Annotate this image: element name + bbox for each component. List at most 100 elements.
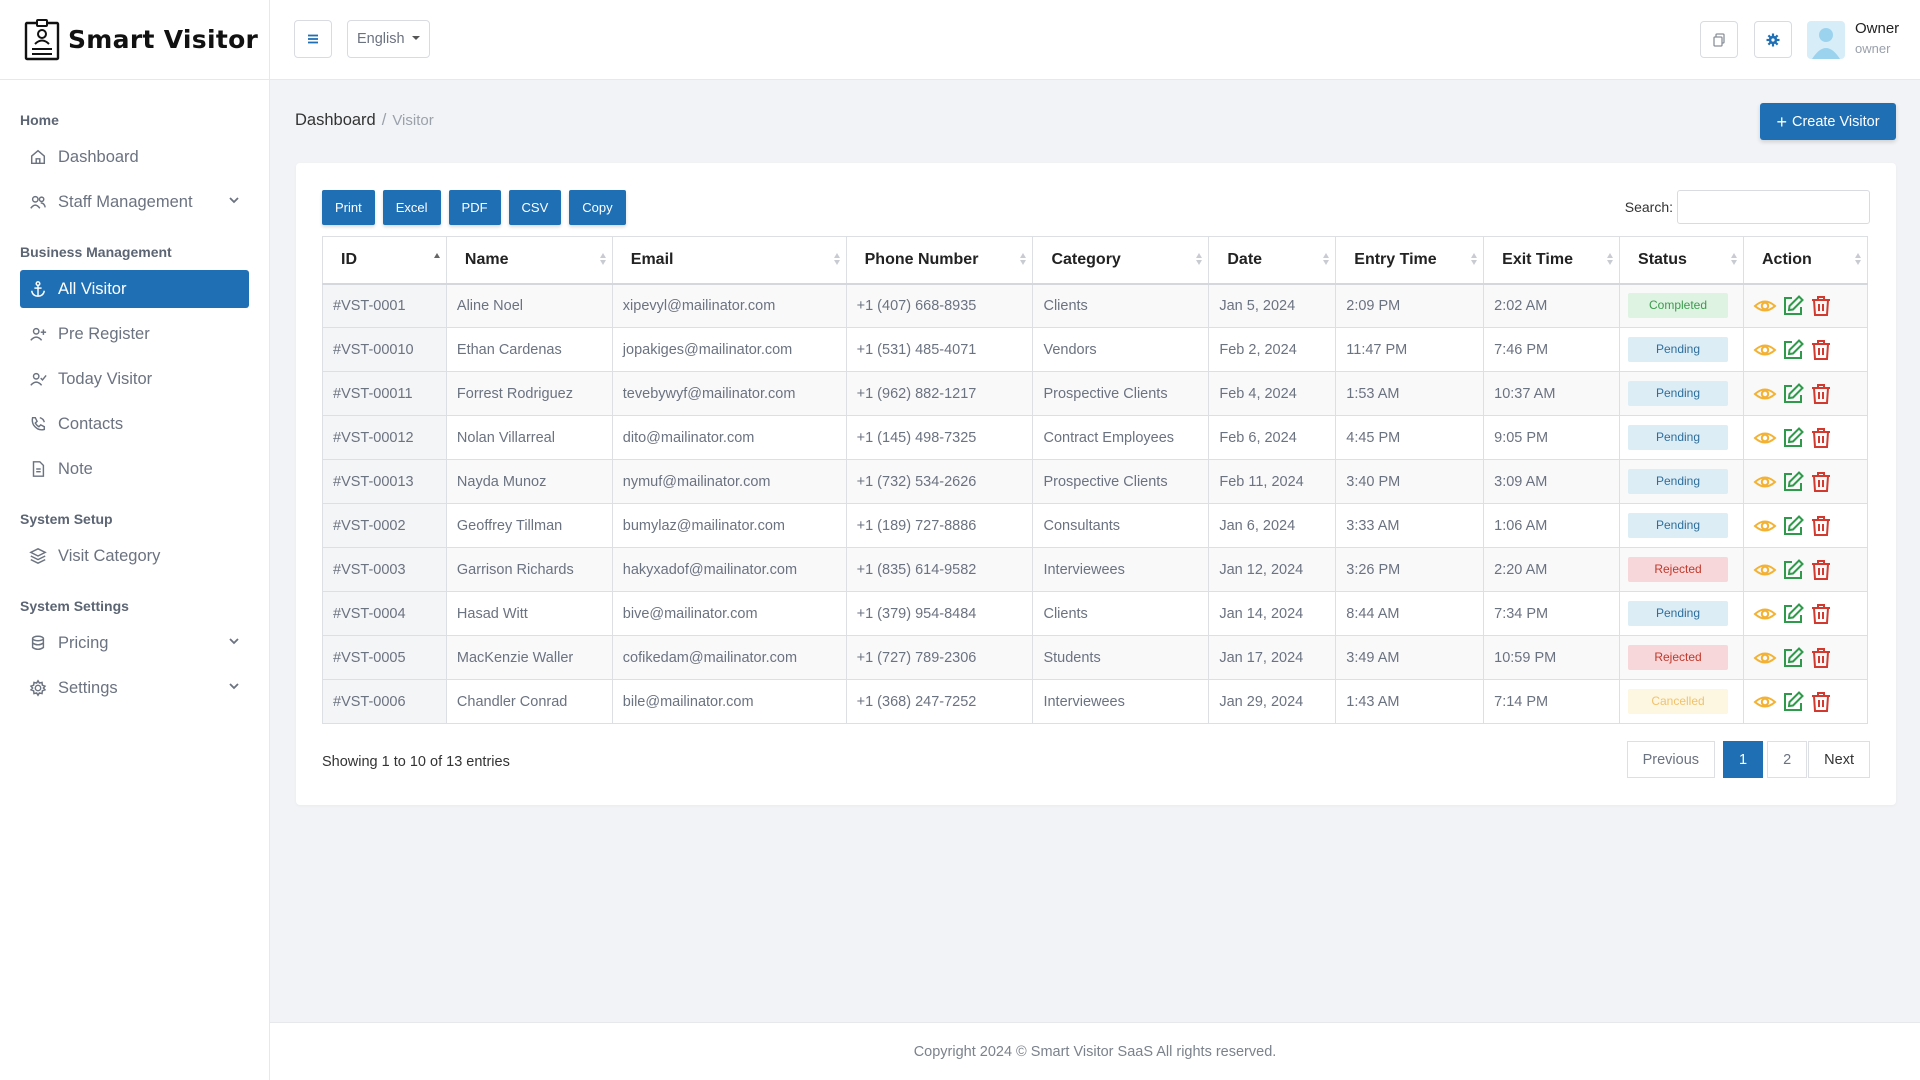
create-visitor-button[interactable]: + Create Visitor [1760,103,1896,140]
column-header-exit-time[interactable]: Exit Time [1483,236,1621,285]
edit-button[interactable] [1781,382,1805,406]
sidebar-item-visit-category[interactable]: Visit Category [20,537,249,575]
edit-button[interactable] [1781,514,1805,538]
edit-button[interactable] [1781,690,1805,714]
cell-phone: +1 (189) 727-8886 [845,503,1034,548]
pagination-previous[interactable]: Previous [1626,741,1716,778]
nav-section-system-setup: System Setup [20,511,113,527]
cell-id: #VST-0001 [322,283,447,328]
export-excel-button[interactable]: Excel [382,190,441,225]
edit-button[interactable] [1781,426,1805,450]
sidebar-item-today-visitor[interactable]: Today Visitor [20,360,249,398]
trash-icon [1811,603,1830,624]
cell-category: Vendors [1032,327,1210,372]
column-header-status[interactable]: Status [1619,236,1744,285]
export-pdf-button[interactable]: PDF [448,190,501,225]
cell-entry: 1:43 AM [1335,679,1485,724]
pagination-page-1[interactable]: 1 [1723,741,1764,778]
column-header-label: Exit Time [1502,250,1573,268]
sidebar-item-contacts[interactable]: Contacts [20,405,249,443]
eye-icon [1753,520,1777,531]
column-header-name[interactable]: Name [445,236,613,285]
view-button[interactable] [1753,382,1777,406]
delete-button[interactable] [1809,382,1833,406]
status-badge: Cancelled [1628,689,1729,714]
view-button[interactable] [1753,558,1777,582]
breadcrumb-parent[interactable]: Dashboard [295,111,376,129]
sidebar-item-dashboard[interactable]: Dashboard [20,138,249,176]
column-header-label: Email [630,250,674,268]
column-header-label: Phone Number [864,250,979,268]
delete-button[interactable] [1809,514,1833,538]
edit-button[interactable] [1781,294,1805,318]
delete-button[interactable] [1809,602,1833,626]
sort-icon [833,253,840,265]
table-info: Showing 1 to 10 of 13 entries [322,754,510,770]
gear-icon [1766,33,1780,46]
sidebar-item-note[interactable]: Note [20,450,249,488]
search-input[interactable] [1677,190,1870,224]
sidebar-item-staff-management[interactable]: Staff Management [20,183,249,221]
column-header-phone-number[interactable]: Phone Number [845,236,1034,285]
delete-button[interactable] [1809,294,1833,318]
cell-status: Pending [1619,371,1744,416]
cell-action [1742,547,1869,592]
column-header-date[interactable]: Date [1208,236,1337,285]
sidebar-item-settings[interactable]: Settings [20,669,249,707]
delete-button[interactable] [1809,690,1833,714]
export-csv-button[interactable]: CSV [508,190,562,225]
column-header-entry-time[interactable]: Entry Time [1335,236,1485,285]
copy-button[interactable] [1700,21,1738,58]
brand[interactable]: Smart Visitor [0,0,269,80]
export-copy-button[interactable]: Copy [569,190,626,225]
sort-icon [433,253,440,258]
cell-name: Forrest Rodriguez [445,371,613,416]
edit-button[interactable] [1781,646,1805,670]
sort-icon [599,253,606,265]
pagination-next[interactable]: Next [1808,741,1870,778]
view-button[interactable] [1753,294,1777,318]
delete-button[interactable] [1809,646,1833,670]
nav-section-system-settings: System Settings [20,598,129,614]
column-header-id[interactable]: ID [322,236,447,285]
edit-button[interactable] [1781,602,1805,626]
view-button[interactable] [1753,514,1777,538]
sidebar-item-pricing[interactable]: Pricing [20,624,249,662]
delete-button[interactable] [1809,426,1833,450]
user-name[interactable]: Owner [1855,20,1900,37]
cell-date: Feb 6, 2024 [1208,415,1337,460]
cell-exit: 7:46 PM [1483,327,1621,372]
eye-icon [1753,476,1777,487]
sidebar-item-pre-register[interactable]: Pre Register [20,315,249,353]
export-print-button[interactable]: Print [322,190,375,225]
settings-button[interactable] [1754,21,1792,58]
menu-toggle-button[interactable] [294,20,332,58]
delete-button[interactable] [1809,470,1833,494]
delete-button[interactable] [1809,338,1833,362]
column-header-email[interactable]: Email [611,236,847,285]
pagination-page-2[interactable]: 2 [1767,741,1808,778]
view-button[interactable] [1753,646,1777,670]
view-button[interactable] [1753,470,1777,494]
edit-button[interactable] [1781,338,1805,362]
sidebar-item-all-visitor[interactable]: All Visitor [20,270,249,308]
delete-button[interactable] [1809,558,1833,582]
edit-button[interactable] [1781,470,1805,494]
column-header-label: ID [341,250,357,268]
cell-email: bile@mailinator.com [611,679,847,724]
chevron-down-icon [227,679,241,698]
view-button[interactable] [1753,338,1777,362]
view-button[interactable] [1753,426,1777,450]
trash-icon [1811,339,1830,360]
edit-icon [1783,646,1804,667]
column-header-action[interactable]: Action [1742,236,1869,285]
view-button[interactable] [1753,690,1777,714]
trash-icon [1811,647,1830,668]
sidebar-item-label: Visit Category [58,546,161,565]
view-button[interactable] [1753,602,1777,626]
cell-email: nymuf@mailinator.com [611,459,847,504]
language-select[interactable]: English [347,20,430,58]
avatar[interactable] [1807,21,1845,59]
column-header-category[interactable]: Category [1032,236,1210,285]
edit-button[interactable] [1781,558,1805,582]
